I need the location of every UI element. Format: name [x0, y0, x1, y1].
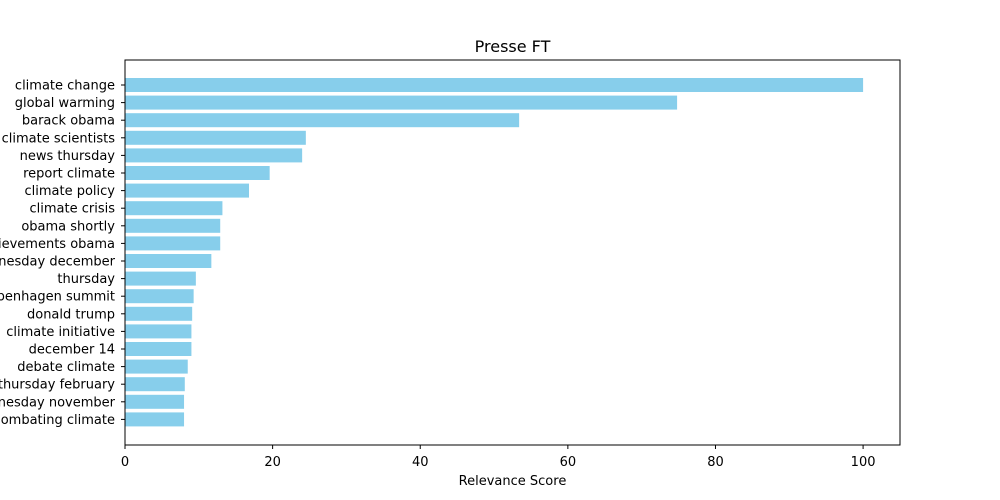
bar-2: [125, 95, 678, 110]
plot-area: [125, 78, 864, 427]
x-tick-label: 40: [412, 455, 429, 470]
bar-15: [125, 324, 192, 339]
y-tick-label: combating climate: [0, 413, 115, 428]
bar-10: [125, 236, 221, 251]
chart-title: Presse FT: [475, 37, 551, 56]
bar-5: [125, 148, 303, 163]
y-tick-label: climate scientists: [2, 131, 116, 146]
bar-7: [125, 183, 249, 198]
y-tick-label: climate crisis: [30, 202, 116, 217]
bar-3: [125, 113, 520, 128]
y-tick-label: achievements obama: [0, 237, 115, 252]
bar-8: [125, 201, 223, 216]
bar-18: [125, 377, 185, 392]
y-tick-label: climate initiative: [6, 325, 115, 340]
y-tick-label: wednesday november: [0, 395, 116, 410]
bar-12: [125, 271, 196, 286]
y-tick-label: news thursday: [20, 149, 116, 164]
bar-14: [125, 306, 193, 321]
y-tick-label: barack obama: [22, 114, 115, 129]
x-tick-label: 80: [707, 455, 724, 470]
plot-frame: [124, 59, 901, 446]
y-axis: climate change global warming barack obama…: [0, 79, 125, 428]
x-axis: 0 20 40 60 80 100: [121, 445, 876, 470]
x-tick-label: 100: [851, 455, 876, 470]
y-tick-label: copenhagen summit: [0, 290, 115, 305]
y-tick-label: climate change: [15, 79, 115, 94]
bar-16: [125, 342, 192, 356]
bar-6: [125, 166, 270, 180]
y-tick-label: climate policy: [25, 184, 116, 199]
bar-1: [125, 78, 864, 92]
y-tick-label: debate climate: [17, 360, 115, 375]
bar-4: [125, 130, 306, 145]
bar-20: [125, 412, 185, 427]
y-tick-label: global warming: [15, 96, 115, 111]
bar-11: [125, 254, 212, 268]
y-tick-label: december 14: [29, 343, 115, 358]
bar-19: [125, 394, 185, 409]
y-tick-label: donald trump: [27, 307, 115, 322]
y-tick-label: wednesday december: [0, 255, 116, 270]
bar-9: [125, 218, 221, 233]
x-tick-label: 20: [264, 455, 281, 470]
bar-17: [125, 359, 188, 374]
x-tick-label: 60: [560, 455, 577, 470]
y-tick-label: thursday february: [0, 378, 115, 393]
bar-13: [125, 289, 194, 304]
x-tick-label: 0: [121, 455, 129, 470]
y-tick-label: obama shortly: [21, 219, 115, 234]
y-tick-label: report climate: [23, 167, 115, 182]
x-axis-title: Relevance Score: [459, 474, 567, 489]
y-tick-label: thursday: [57, 272, 115, 287]
